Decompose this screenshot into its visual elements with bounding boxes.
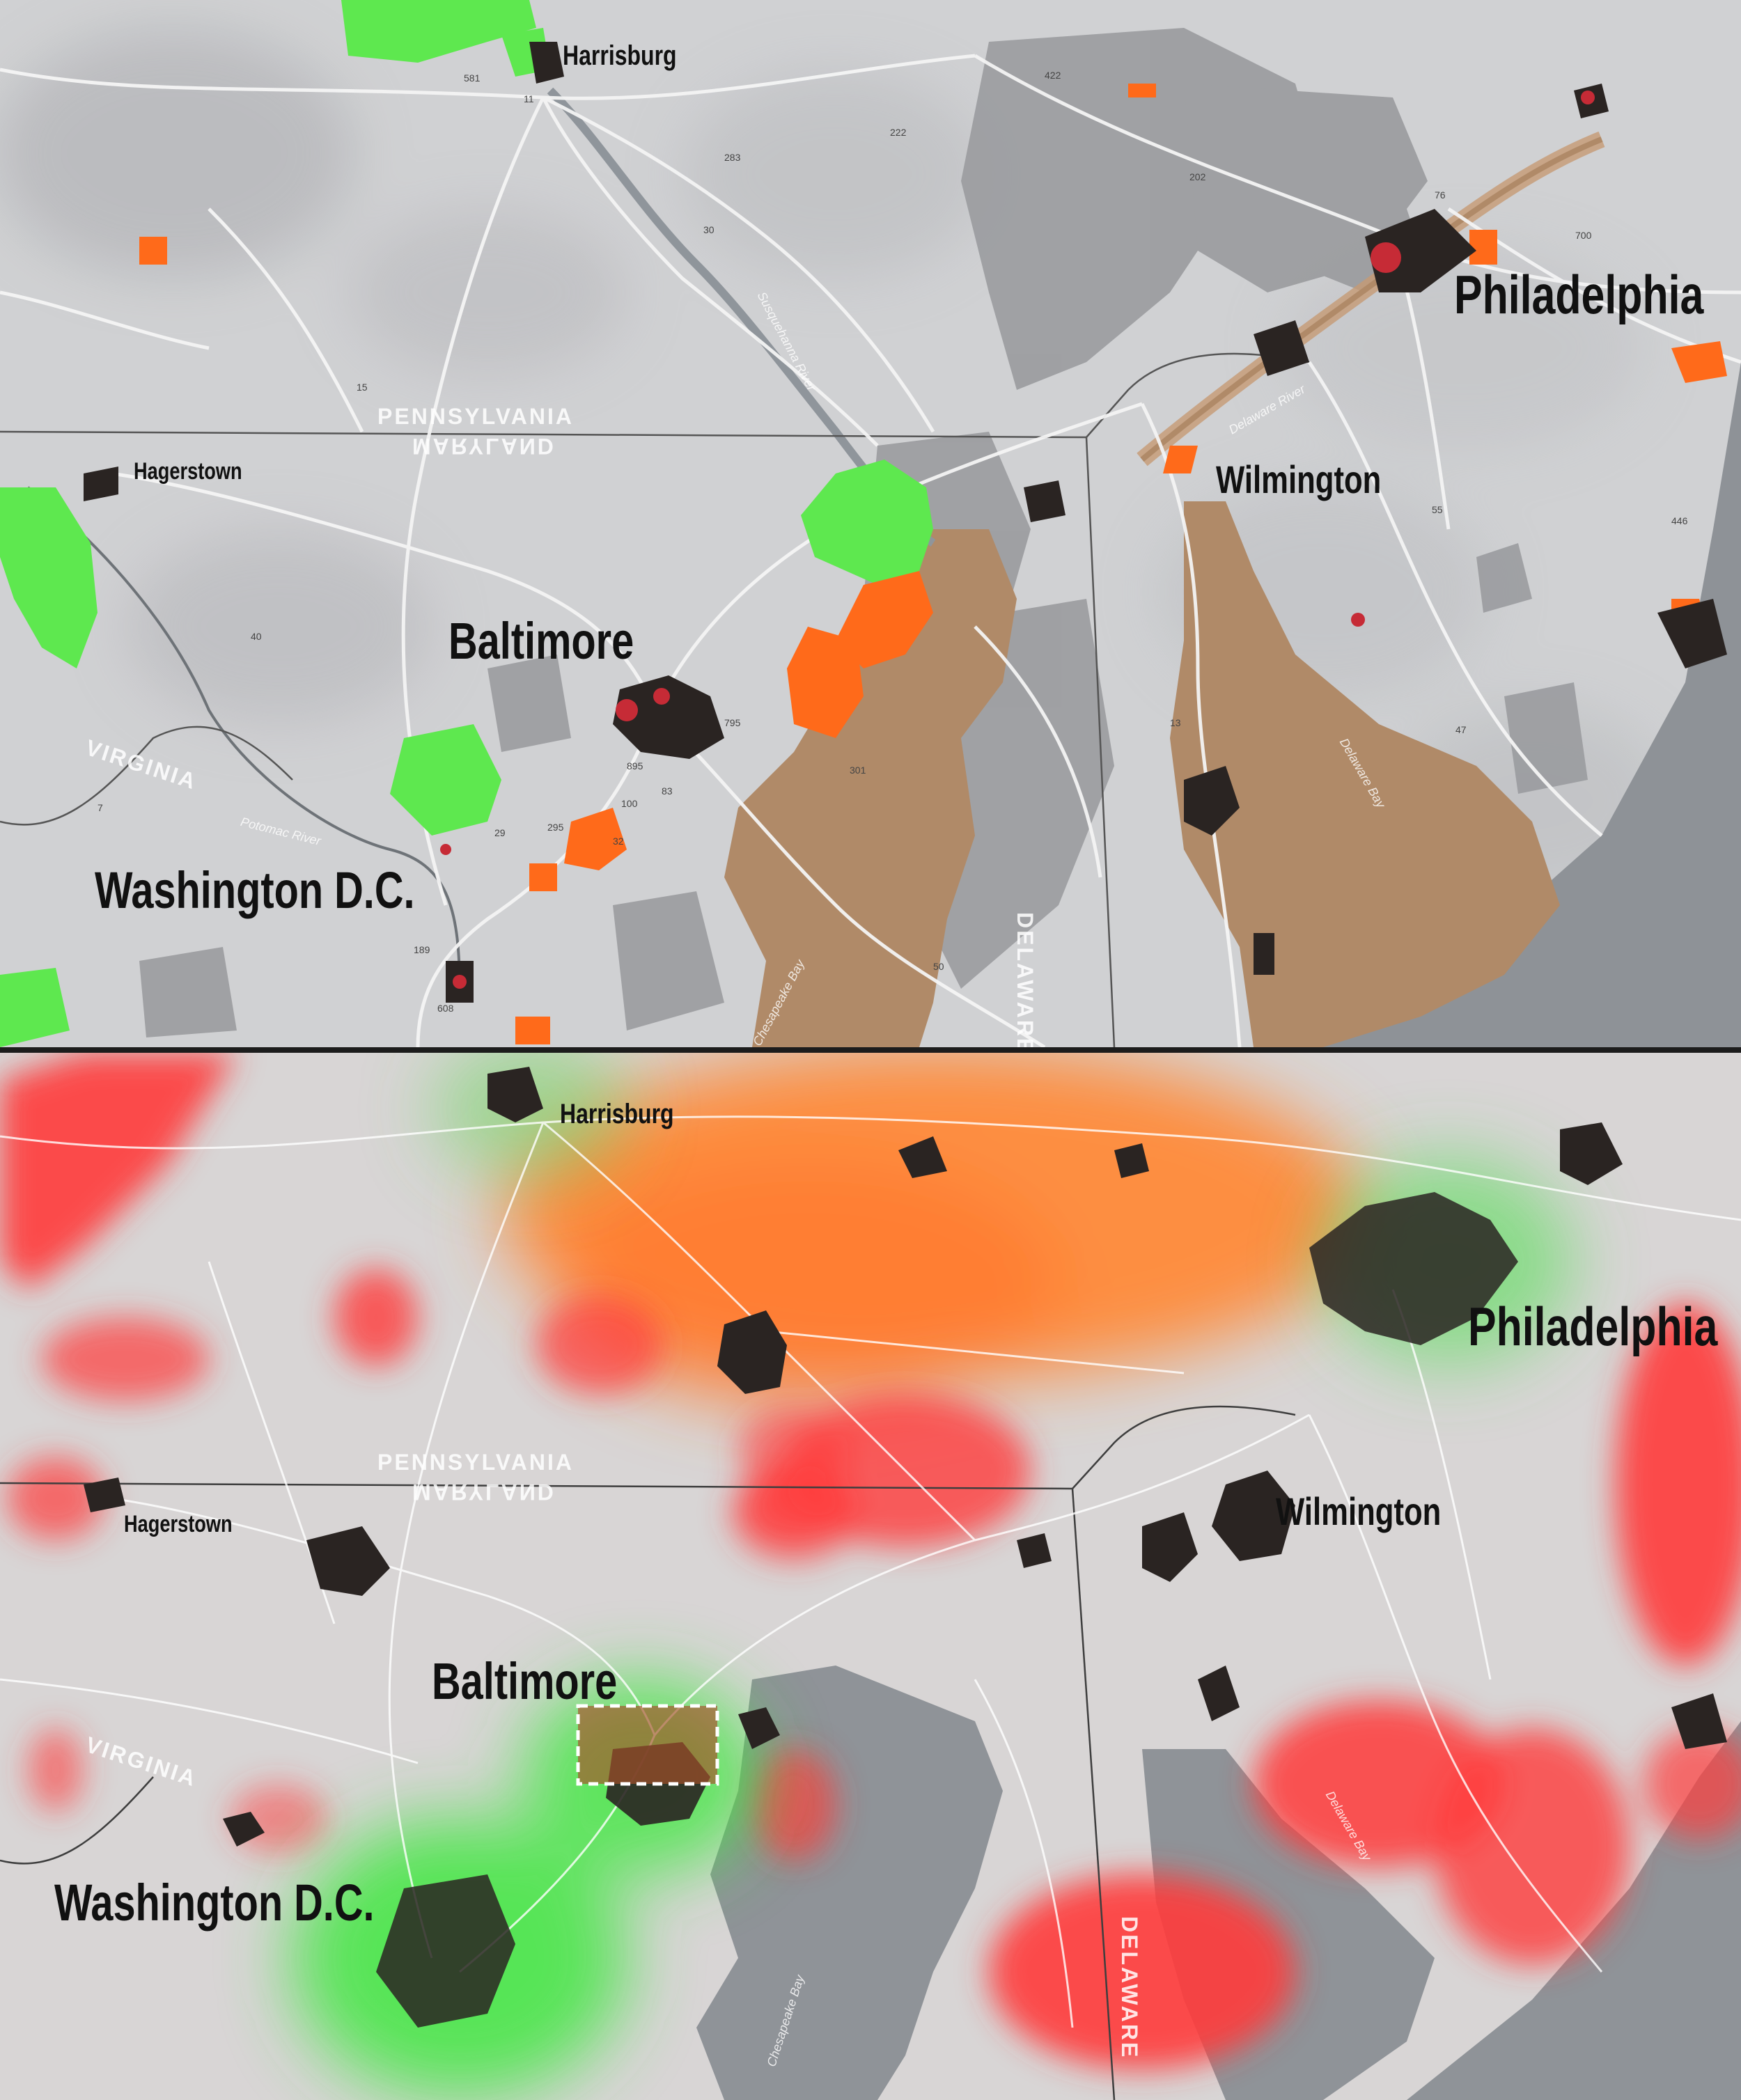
- road-number: 47: [1455, 724, 1467, 735]
- panel-divider: [0, 1047, 1741, 1053]
- city-label-hagerstown: Hagerstown: [134, 458, 242, 485]
- city-label-washington: Washington D.C.: [54, 1874, 375, 1931]
- bottom-state-borders: [0, 1405, 1296, 2100]
- road-number: 700: [1575, 230, 1592, 241]
- city-label-wilmington: Wilmington: [1216, 457, 1382, 501]
- state-label-delaware: DELAWARE: [1117, 1916, 1142, 2060]
- city-label-harrisburg: Harrisburg: [563, 40, 677, 71]
- state-label-pennsylvania: PENNSYLVANIA: [377, 404, 574, 429]
- city-label-philadelphia: Philadelphia: [1468, 1296, 1718, 1357]
- top-map-canvas[interactable]: [0, 0, 1741, 1047]
- city-label-baltimore: Baltimore: [448, 612, 634, 670]
- road-number: 83: [662, 785, 673, 797]
- green-areas: [0, 0, 933, 1047]
- state-label-maryland: MARYLAND: [412, 1480, 556, 1505]
- bottom-map-panel[interactable]: Harrisburg Philadelphia Hagerstown Wilmi…: [0, 1053, 1741, 2100]
- road-number: 581: [464, 72, 481, 84]
- baltimore-highlight-fill: [578, 1706, 717, 1784]
- top-map-panel[interactable]: Harrisburg Philadelphia Hagerstown Wilmi…: [0, 0, 1741, 1047]
- baltimore-highlight-box: [576, 1704, 719, 1786]
- bays: [724, 501, 1560, 1047]
- city-label-hagerstown: Hagerstown: [124, 1511, 233, 1537]
- city-label-harrisburg: Harrisburg: [560, 1099, 674, 1129]
- red-tracts: [440, 91, 1595, 989]
- road-number: 446: [1671, 515, 1688, 526]
- road-number: 422: [1045, 70, 1061, 81]
- city-label-washington: Washington D.C.: [95, 861, 415, 919]
- road-number: 301: [850, 765, 866, 776]
- bottom-map-canvas[interactable]: [0, 1053, 1741, 2100]
- road-number: 50: [933, 961, 944, 972]
- state-label-delaware: DELAWARE: [1013, 912, 1038, 1047]
- road-number: 76: [1435, 189, 1446, 201]
- dark-tracts: [84, 42, 1727, 1003]
- road-number: 795: [724, 717, 741, 728]
- road-number: 30: [703, 224, 715, 235]
- road-number: 202: [1189, 171, 1206, 182]
- state-label-pennsylvania: PENNSYLVANIA: [377, 1450, 574, 1475]
- state-label-maryland: MARYLAND: [412, 434, 556, 459]
- bottom-roads: [0, 1115, 1741, 2028]
- road-number: 11: [524, 93, 534, 104]
- road-number: 40: [251, 631, 262, 642]
- road-number: 13: [1170, 717, 1181, 728]
- road-number: 283: [724, 152, 741, 163]
- city-label-wilmington: Wilmington: [1276, 1489, 1442, 1533]
- red-glow: [0, 1053, 1741, 2069]
- atlantic-ocean: [1267, 362, 1741, 1047]
- road-number: 222: [890, 127, 907, 138]
- road-number: 55: [1432, 504, 1443, 515]
- road-number: 29: [494, 827, 506, 838]
- road-number: 15: [357, 382, 368, 393]
- city-label-baltimore: Baltimore: [432, 1652, 618, 1710]
- road-number: 7: [97, 802, 103, 813]
- road-number: 189: [414, 944, 430, 955]
- road-number: 295: [547, 822, 564, 833]
- city-label-philadelphia: Philadelphia: [1454, 264, 1704, 325]
- road-number: 895: [627, 760, 643, 771]
- road-number: 608: [437, 1003, 454, 1014]
- road-number: 32: [613, 836, 624, 847]
- road-number: 100: [621, 798, 638, 809]
- orange-areas: [139, 84, 1727, 1044]
